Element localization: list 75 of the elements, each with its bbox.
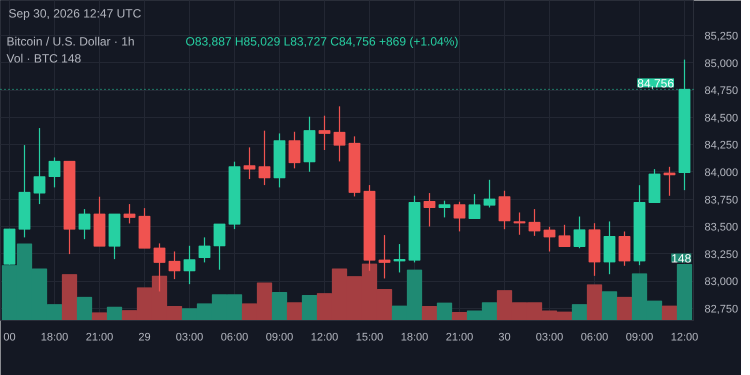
candlestick: [378, 234, 390, 280]
annotation: Vol · BTC 148: [6, 52, 82, 66]
candlestick: [544, 226, 556, 252]
text: O83,887 H85,029 L83,727 C84,756 +869 (+1.04%): [186, 34, 458, 48]
candlestick: [334, 106, 346, 162]
text: Bitcoin / U.S. Dollar · 1h: [6, 34, 135, 48]
candlestick: [468, 194, 480, 220]
x-tick-label: 12:00: [670, 332, 698, 344]
bar: [422, 306, 438, 320]
x-tick-label: 09:00: [266, 332, 294, 344]
candlestick: [318, 115, 330, 151]
bar: [302, 295, 318, 320]
y-tick-label: 85,250: [704, 30, 738, 42]
bar: [106, 306, 122, 320]
bar: [602, 291, 618, 320]
candlestick: [528, 208, 540, 236]
candlestick: [664, 166, 676, 196]
candlestick: [48, 156, 60, 188]
x-tick-label: 30: [498, 332, 511, 344]
candlestick: [558, 224, 570, 248]
y-tick-label: 83,000: [704, 276, 738, 288]
candlestick: [124, 203, 136, 224]
candlestick: [154, 242, 166, 292]
x-tick-label: 29: [138, 332, 151, 344]
candlestick: [198, 236, 210, 263]
x-tick-label: 00: [3, 332, 16, 344]
candlestick: [184, 245, 196, 285]
candlestick: [34, 127, 46, 205]
candlestick: [258, 130, 270, 186]
y-tick-label: 84,750: [704, 85, 738, 98]
candlestick: [454, 201, 466, 232]
candlestick: [394, 243, 406, 274]
candlestick: [288, 131, 300, 169]
bar: [62, 274, 78, 320]
candlestick: [78, 208, 90, 240]
y-tick-label: 84,000: [704, 166, 738, 179]
y-tick-label: 83,500: [704, 222, 738, 234]
candlestick: [514, 212, 526, 236]
x-tick-label: 06:00: [580, 332, 608, 344]
bar: [452, 312, 468, 320]
x-tick-label: 21:00: [86, 332, 114, 344]
x-tick-label: 21:00: [446, 332, 474, 344]
annotation: Sep 30, 2026 12:47 UTC: [8, 6, 142, 20]
y-tick-label: 85,000: [704, 58, 738, 70]
bar: [662, 306, 678, 320]
y-tick-label: 83,750: [704, 194, 738, 206]
ref-line-label: 84,756: [637, 76, 674, 90]
bar: [616, 296, 632, 320]
x-tick-label: 09:00: [626, 332, 654, 344]
bar: [436, 302, 452, 320]
candlestick: [484, 179, 496, 208]
y-tick-label: 82,750: [704, 303, 738, 316]
candlestick: [438, 200, 450, 218]
candlestick: [168, 250, 180, 280]
data-label: 148: [671, 251, 692, 266]
x-tick-label: 12:00: [310, 332, 338, 344]
y-tick-label: 84,500: [704, 112, 738, 124]
bar: [572, 304, 588, 320]
bar: [92, 312, 108, 320]
x-tick-label: 15:00: [356, 332, 384, 344]
x-tick-label: 06:00: [220, 332, 248, 344]
bar: [272, 292, 288, 320]
candlestick: [424, 192, 436, 228]
bar: [586, 284, 602, 320]
bar: [286, 302, 302, 320]
x-tick-label: 18:00: [400, 332, 428, 344]
candlestick: [574, 216, 586, 249]
y-tick-label: 84,250: [704, 140, 738, 152]
x-tick-label: 03:00: [176, 332, 204, 344]
candlestick: [244, 146, 256, 180]
x-tick-label: 18:00: [40, 332, 68, 344]
y-tick-label: 83,250: [704, 248, 738, 261]
x-tick-label: 03:00: [536, 332, 564, 344]
candlestick: [214, 223, 226, 270]
bar: [76, 296, 92, 320]
